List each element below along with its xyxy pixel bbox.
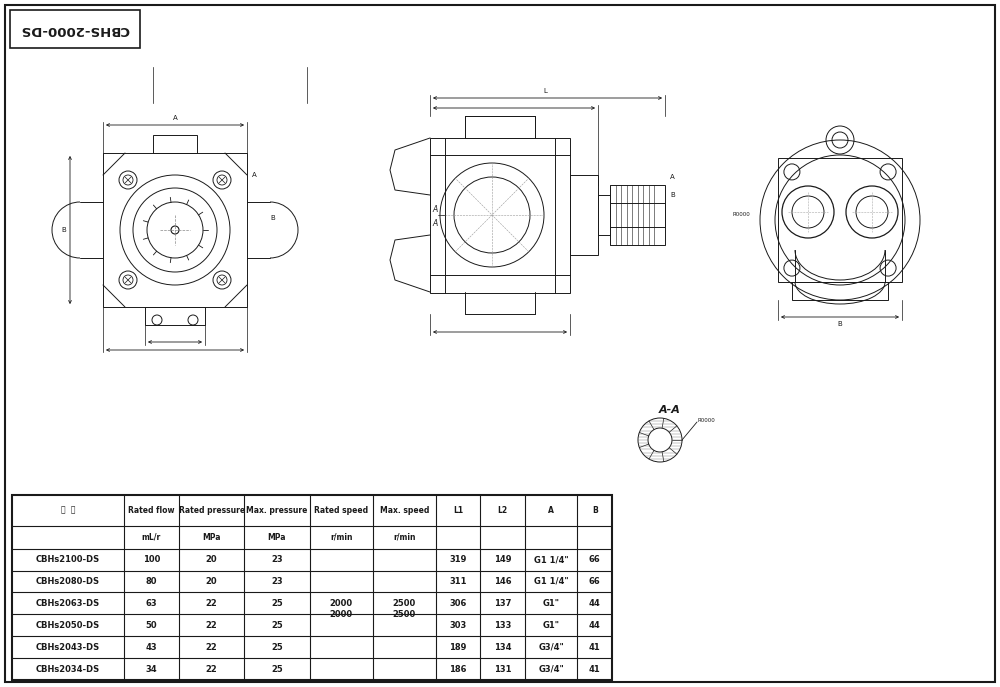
Text: Rated flow: Rated flow <box>128 506 174 515</box>
Text: 80: 80 <box>145 577 157 586</box>
Text: 44: 44 <box>589 621 601 630</box>
Text: B: B <box>592 506 598 515</box>
Text: 66: 66 <box>589 577 601 586</box>
Text: 100: 100 <box>143 555 160 564</box>
Bar <box>598 195 610 235</box>
Text: B: B <box>270 215 275 221</box>
Text: 20: 20 <box>206 555 217 564</box>
Text: r/min: r/min <box>330 532 352 541</box>
Text: CBHS-2000-DS: CBHS-2000-DS <box>20 23 130 36</box>
Bar <box>145 307 205 325</box>
Text: 34: 34 <box>145 664 157 673</box>
Text: A-A: A-A <box>659 405 681 415</box>
Bar <box>10 10 140 48</box>
Text: 43: 43 <box>145 642 157 652</box>
Text: G1 1/4": G1 1/4" <box>534 555 569 564</box>
Text: 23: 23 <box>271 577 283 586</box>
Text: CBHs2080-DS: CBHs2080-DS <box>36 577 100 586</box>
Text: 25: 25 <box>271 642 283 652</box>
Text: 2000: 2000 <box>330 610 353 619</box>
Text: G1 1/4": G1 1/4" <box>534 577 569 586</box>
Text: A: A <box>252 172 257 178</box>
Text: B: B <box>838 321 842 327</box>
Text: G1": G1" <box>543 599 560 608</box>
Bar <box>778 158 902 282</box>
Text: 134: 134 <box>494 642 512 652</box>
Text: G3/4": G3/4" <box>538 642 564 652</box>
Text: 41: 41 <box>589 664 601 673</box>
Text: 137: 137 <box>494 599 511 608</box>
Text: R0000: R0000 <box>698 418 716 423</box>
Bar <box>610 185 665 245</box>
Text: Max. pressure: Max. pressure <box>246 506 308 515</box>
Text: A: A <box>432 218 438 227</box>
Text: CBHs2043-DS: CBHs2043-DS <box>36 642 100 652</box>
Text: 22: 22 <box>206 642 217 652</box>
Text: B: B <box>670 192 675 198</box>
Text: Max. speed: Max. speed <box>380 506 429 515</box>
Bar <box>792 282 888 300</box>
Text: 50: 50 <box>145 621 157 630</box>
Text: 22: 22 <box>206 664 217 673</box>
Text: B: B <box>61 227 66 233</box>
Text: 25: 25 <box>271 621 283 630</box>
Text: CBHs2050-DS: CBHs2050-DS <box>36 621 100 630</box>
Text: L: L <box>543 88 547 94</box>
Bar <box>465 116 535 138</box>
Text: 131: 131 <box>494 664 512 673</box>
Text: 311: 311 <box>449 577 467 586</box>
Text: 303: 303 <box>450 621 467 630</box>
Bar <box>430 138 570 293</box>
Bar <box>610 203 665 227</box>
Text: 146: 146 <box>494 577 512 586</box>
Text: MPa: MPa <box>268 532 286 541</box>
Text: Rated pressure: Rated pressure <box>179 506 245 515</box>
Text: 25: 25 <box>271 664 283 673</box>
Text: 63: 63 <box>145 599 157 608</box>
Text: 186: 186 <box>449 664 467 673</box>
Text: CBHs2034-DS: CBHs2034-DS <box>36 664 100 673</box>
Text: 41: 41 <box>589 642 601 652</box>
Text: CBHs2100-DS: CBHs2100-DS <box>36 555 100 564</box>
Text: mL/r: mL/r <box>142 532 161 541</box>
Text: 149: 149 <box>494 555 512 564</box>
Text: 2500: 2500 <box>393 599 416 608</box>
Bar <box>103 153 247 307</box>
Text: 22: 22 <box>206 599 217 608</box>
Text: 66: 66 <box>589 555 601 564</box>
Text: R0000: R0000 <box>732 212 750 218</box>
Text: 22: 22 <box>206 621 217 630</box>
Text: L2: L2 <box>498 506 508 515</box>
Text: 25: 25 <box>271 599 283 608</box>
Text: 189: 189 <box>449 642 467 652</box>
Text: 319: 319 <box>449 555 467 564</box>
Text: 306: 306 <box>449 599 467 608</box>
Text: CBHs2063-DS: CBHs2063-DS <box>36 599 100 608</box>
Text: 23: 23 <box>271 555 283 564</box>
Text: A: A <box>432 205 438 214</box>
Text: 2000: 2000 <box>330 599 353 608</box>
Text: 133: 133 <box>494 621 511 630</box>
Text: 44: 44 <box>589 599 601 608</box>
Bar <box>570 175 598 255</box>
Text: A: A <box>173 115 177 121</box>
Text: r/min: r/min <box>393 532 416 541</box>
Text: G3/4": G3/4" <box>538 664 564 673</box>
Text: A: A <box>670 174 675 180</box>
Text: 2500: 2500 <box>393 610 416 619</box>
Bar <box>12 495 612 680</box>
Text: L1: L1 <box>453 506 463 515</box>
Text: A: A <box>548 506 554 515</box>
Text: G1": G1" <box>543 621 560 630</box>
Bar <box>153 135 197 153</box>
Text: 型  号: 型 号 <box>61 506 75 515</box>
Text: MPa: MPa <box>202 532 221 541</box>
Text: Rated speed: Rated speed <box>314 506 368 515</box>
Text: 20: 20 <box>206 577 217 586</box>
